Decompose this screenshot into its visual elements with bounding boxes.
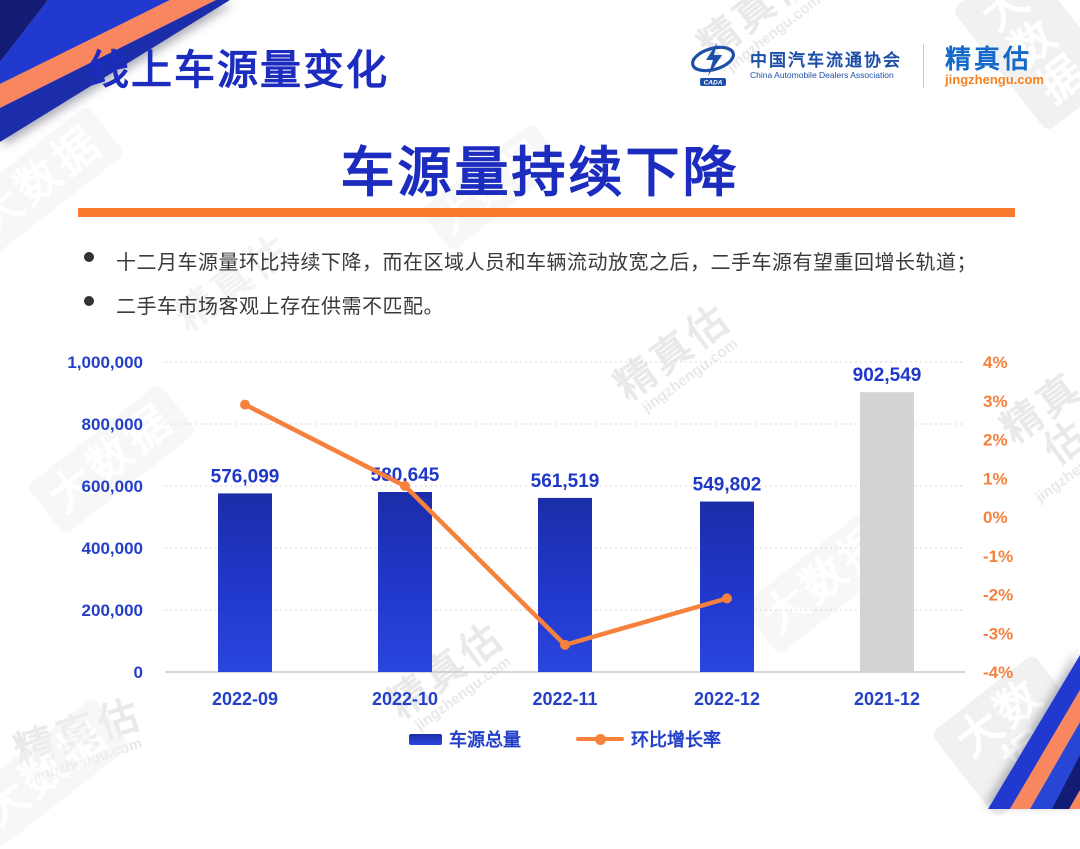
right-axis-label: 0% [983,508,1008,527]
bar-2022-10 [378,492,432,672]
growth-data-point [400,481,410,491]
bullet-list: 十二月车源量环比持续下降，而在区域人员和车辆流动放宽之后，二手车源有望重回增长轨… [80,246,1030,319]
jingzhengu-name: 精真估 [945,43,1033,74]
category-label: 2022-11 [532,689,597,709]
legend-label-bar: 车源总量 [449,730,521,750]
bullet-dot [84,252,94,262]
chart-legend: 车源总量 环比增长率 [165,726,965,752]
left-axis-label: 600,000 [82,477,143,496]
cada-logo-icon: CADA [691,43,736,87]
left-axis-label: 1,000,000 [67,353,143,372]
bar-2022-09 [218,493,272,672]
brand-bar: CADA 中国汽车流通协会 China Automobile Dealers A… [687,42,1044,90]
cada-name: 中国汽车流通协会 China Automobile Dealers Associ… [750,51,902,80]
bar-2022-12 [700,501,754,672]
category-label: 2022-12 [694,689,760,709]
legend-marker-line [576,733,624,745]
right-axis-label: 3% [983,392,1008,411]
growth-data-point [240,399,250,410]
orange-divider [78,208,1015,217]
slide: { "header": { "title": "线上车源量变化", "cada"… [0,0,1080,819]
legend-item-line: 环比增长率 [576,726,721,752]
bullet-item: 十二月车源量环比持续下降，而在区域人员和车辆流动放宽之后，二手车源有望重回增长轨… [80,246,1030,275]
left-axis-label: 400,000 [82,539,143,558]
bullet-text: 十二月车源量环比持续下降，而在区域人员和车辆流动放宽之后，二手车源有望重回增长轨… [116,252,977,274]
left-axis-label: 0 [134,663,143,682]
right-axis-label: 4% [983,353,1008,372]
legend-item-bars: 车源总量 [409,726,521,752]
svg-text:CADA: CADA [704,80,723,87]
cada-name-en: China Automobile Dealers Association [750,69,894,80]
legend-swatch-bar [409,733,442,745]
growth-data-point [560,639,570,650]
corner-decoration-bottom-right [988,655,1080,809]
right-axis-label: 2% [983,431,1008,450]
bullet-item: 二手车市场客观上存在供需不匹配。 [80,290,1030,319]
right-axis-label: -2% [983,586,1013,605]
bullet-text: 二手车市场客观上存在供需不匹配。 [116,296,444,318]
bar-value-label: 902,549 [853,365,922,386]
jingzhengu-domain: jingzhengu.com [945,72,1044,88]
category-label: 2021-12 [854,689,920,709]
jingzhengu-brand: 精真估 jingzhengu.com [945,43,1044,88]
bar-value-label: 549,802 [693,475,762,496]
cada-name-cn: 中国汽车流通协会 [750,51,903,71]
right-axis-label: -3% [983,624,1013,643]
bar-value-label: 580,645 [371,465,440,486]
category-label: 2022-09 [212,689,278,709]
brand-divider [923,44,925,88]
bar-value-label: 576,099 [211,466,280,487]
bar-value-label: 561,519 [531,471,600,492]
category-label: 2022-10 [372,689,438,709]
right-axis-label: -1% [983,547,1013,566]
growth-data-point [722,593,732,604]
left-axis-label: 800,000 [82,415,143,434]
right-axis-label: 1% [983,469,1008,488]
bullet-dot [84,296,94,306]
growth-rate-line [242,402,730,648]
page-title: 线上车源量变化 [88,47,389,93]
left-axis-label: 200,000 [82,601,143,620]
legend-marker-dot [595,733,606,745]
legend-label-line: 环比增长率 [631,730,721,750]
